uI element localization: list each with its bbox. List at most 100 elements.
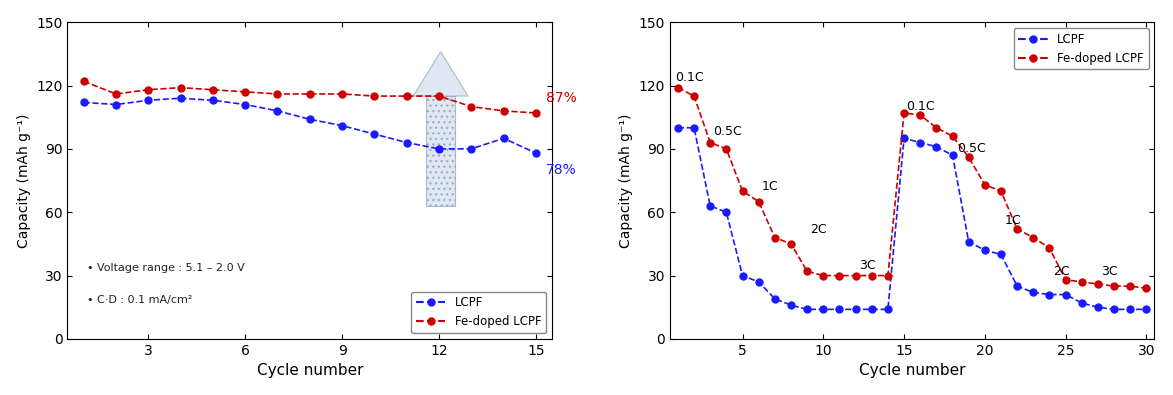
Fe-doped LCPF (367, 94, 381, 98)
LCPF (141, 98, 155, 103)
Fe-doped LCPF (897, 111, 911, 115)
Fe-doped LCPF (141, 87, 155, 92)
Fe-doped LCPF (800, 269, 814, 274)
X-axis label: Cycle number: Cycle number (859, 363, 965, 378)
Polygon shape (413, 52, 468, 96)
Fe-doped LCPF (848, 273, 862, 278)
Fe-doped LCPF (994, 189, 1008, 194)
Text: 2C: 2C (811, 223, 827, 235)
LCPF (800, 307, 814, 312)
LCPF (703, 203, 717, 208)
LCPF (1139, 307, 1153, 312)
LCPF (1026, 290, 1040, 295)
LCPF (978, 248, 992, 252)
Fe-doped LCPF (303, 92, 317, 96)
LCPF (465, 147, 479, 151)
LCPF (816, 307, 830, 312)
LCPF (994, 252, 1008, 257)
Fe-doped LCPF (816, 273, 830, 278)
Fe-doped LCPF (881, 273, 895, 278)
Text: 78%: 78% (545, 163, 576, 177)
Fe-doped LCPF (1026, 235, 1040, 240)
Text: • C·D : 0.1 mA/cm²: • C·D : 0.1 mA/cm² (87, 295, 192, 305)
Fe-doped LCPF (238, 90, 252, 94)
Fe-doped LCPF (271, 92, 285, 96)
Line: LCPF: LCPF (80, 95, 540, 156)
Fe-doped LCPF (335, 92, 350, 96)
Fe-doped LCPF (768, 235, 782, 240)
Bar (426, 96, 455, 206)
Fe-doped LCPF (833, 273, 847, 278)
LCPF (687, 125, 701, 130)
Fe-doped LCPF (529, 111, 543, 115)
LCPF (768, 296, 782, 301)
Fe-doped LCPF (109, 92, 123, 96)
Text: 2C: 2C (1052, 265, 1070, 278)
Fe-doped LCPF (1058, 277, 1072, 282)
X-axis label: Cycle number: Cycle number (257, 363, 362, 378)
Fe-doped LCPF (703, 140, 717, 145)
LCPF (76, 100, 90, 105)
LCPF (271, 109, 285, 113)
Legend: LCPF, Fe-doped LCPF: LCPF, Fe-doped LCPF (412, 292, 547, 333)
LCPF (962, 239, 976, 244)
LCPF (914, 140, 928, 145)
Text: 1C: 1C (1004, 214, 1021, 227)
Fe-doped LCPF (1043, 246, 1057, 250)
Fe-doped LCPF (687, 94, 701, 98)
Fe-doped LCPF (1107, 284, 1121, 288)
LCPF (671, 125, 685, 130)
Fe-doped LCPF (76, 79, 90, 84)
Text: 0.5C: 0.5C (957, 142, 986, 155)
Fe-doped LCPF (671, 85, 685, 90)
LCPF (784, 303, 798, 307)
Fe-doped LCPF (1091, 282, 1105, 286)
LCPF (1124, 307, 1138, 312)
Line: Fe-doped LCPF: Fe-doped LCPF (674, 84, 1150, 292)
Fe-doped LCPF (1010, 227, 1024, 231)
Fe-doped LCPF (496, 109, 510, 113)
LCPF (833, 307, 847, 312)
LCPF (205, 98, 219, 103)
Fe-doped LCPF (962, 155, 976, 160)
LCPF (303, 117, 317, 122)
Fe-doped LCPF (205, 87, 219, 92)
LCPF (735, 273, 750, 278)
LCPF (1091, 305, 1105, 310)
Line: LCPF: LCPF (674, 124, 1150, 313)
Fe-doped LCPF (978, 182, 992, 187)
LCPF (1074, 301, 1089, 305)
LCPF (719, 210, 733, 214)
LCPF (752, 280, 766, 284)
LCPF (529, 151, 543, 156)
Text: 3C: 3C (859, 258, 875, 271)
Legend: LCPF, Fe-doped LCPF: LCPF, Fe-doped LCPF (1013, 28, 1148, 70)
Fe-doped LCPF (752, 199, 766, 204)
Y-axis label: Capacity (mAh g⁻¹): Capacity (mAh g⁻¹) (619, 113, 633, 248)
LCPF (1107, 307, 1121, 312)
Fe-doped LCPF (1139, 286, 1153, 291)
Fe-doped LCPF (914, 113, 928, 117)
LCPF (400, 140, 414, 145)
Line: Fe-doped LCPF: Fe-doped LCPF (80, 78, 540, 117)
Text: 0.1C: 0.1C (906, 100, 935, 113)
Fe-doped LCPF (465, 104, 479, 109)
Fe-doped LCPF (784, 241, 798, 246)
LCPF (109, 102, 123, 107)
Fe-doped LCPF (719, 147, 733, 151)
Fe-doped LCPF (929, 125, 943, 130)
LCPF (1043, 292, 1057, 297)
Fe-doped LCPF (174, 85, 188, 90)
Text: 0.5C: 0.5C (713, 126, 743, 139)
Y-axis label: Capacity (mAh g⁻¹): Capacity (mAh g⁻¹) (16, 113, 30, 248)
LCPF (367, 132, 381, 136)
LCPF (496, 136, 510, 141)
LCPF (1058, 292, 1072, 297)
Text: 3C: 3C (1101, 265, 1118, 278)
LCPF (865, 307, 879, 312)
LCPF (929, 145, 943, 149)
Text: • Voltage range : 5.1 – 2.0 V: • Voltage range : 5.1 – 2.0 V (87, 263, 245, 273)
LCPF (335, 123, 350, 128)
LCPF (945, 153, 960, 158)
Fe-doped LCPF (400, 94, 414, 98)
